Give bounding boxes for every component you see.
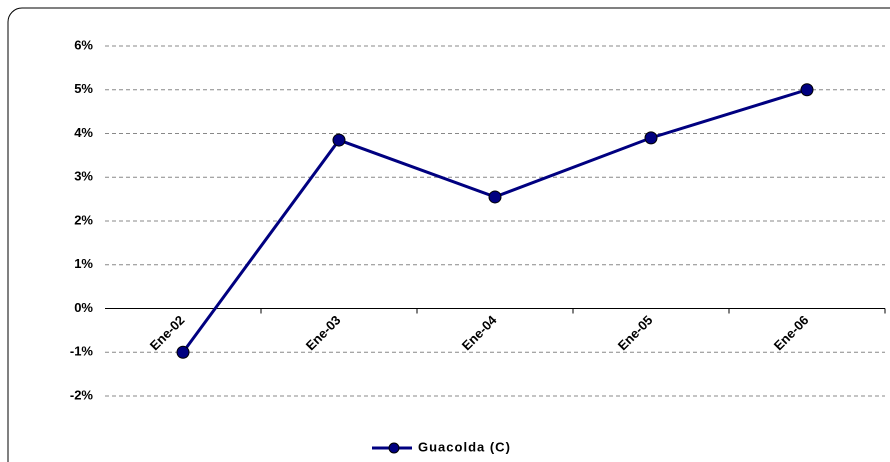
y-tick-label: 5%	[74, 81, 93, 96]
y-tick-label: 1%	[74, 256, 93, 271]
data-point	[800, 83, 814, 97]
y-tick-label: 3%	[74, 169, 93, 184]
legend-label: Guacolda (C)	[418, 439, 511, 454]
data-point	[176, 345, 190, 359]
y-tick-label: 6%	[74, 37, 93, 52]
y-tick-label: -1%	[70, 344, 94, 359]
data-point	[488, 190, 502, 204]
data-point	[644, 131, 658, 145]
legend-marker	[388, 442, 400, 454]
data-point	[332, 133, 346, 147]
y-tick-label: -2%	[70, 387, 94, 402]
chart-frame	[7, 7, 890, 462]
y-tick-label: 4%	[74, 125, 93, 140]
y-tick-label: 2%	[74, 212, 93, 227]
y-tick-label: 0%	[74, 300, 93, 315]
